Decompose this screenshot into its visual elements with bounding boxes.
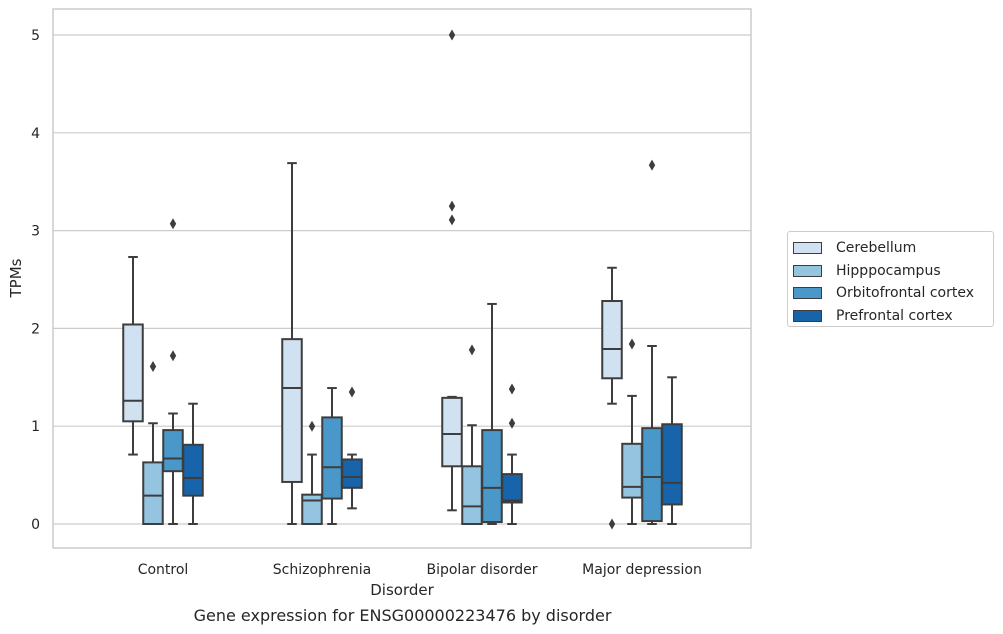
outlier-point xyxy=(468,344,476,356)
box-cerebellum-2 xyxy=(441,29,463,512)
iqr-box xyxy=(321,416,343,500)
outlier-point xyxy=(628,338,636,350)
iqr-box xyxy=(301,493,323,526)
outlier-point xyxy=(508,417,516,429)
outlier-point xyxy=(448,214,456,226)
y-tick-label: 5 xyxy=(31,28,40,44)
outlier-point xyxy=(448,29,456,41)
y-tick-label: 4 xyxy=(31,126,40,142)
box-orbitofrontal-cortex-1 xyxy=(321,387,343,525)
x-axis-ticks: Control Schizophrenia Bipolar disorder Majo… xyxy=(138,562,702,578)
iqr-box xyxy=(481,429,503,524)
legend-swatch xyxy=(793,309,822,322)
box-prefrontal-cortex-2 xyxy=(501,383,523,525)
chart-legend: Cerebellum Hipppocampus Orbitofrontal cort… xyxy=(787,231,994,327)
box-prefrontal-cortex-3 xyxy=(661,376,683,525)
box-hipppocampus-2 xyxy=(461,344,483,526)
y-axis-ticks: 0 1 2 3 4 5 xyxy=(31,28,40,533)
iqr-box xyxy=(122,323,144,423)
iqr-box xyxy=(182,443,204,497)
legend-item: Cerebellum xyxy=(788,237,993,260)
outlier-point xyxy=(348,386,356,398)
box-hipppocampus-1 xyxy=(301,420,323,526)
y-tick-label: 0 xyxy=(31,517,40,533)
iqr-box xyxy=(281,338,303,483)
x-axis-label: Disorder xyxy=(370,581,434,599)
box-prefrontal-cortex-1 xyxy=(341,386,363,510)
box-orbitofrontal-cortex-0 xyxy=(162,218,184,525)
legend-label: Prefrontal cortex xyxy=(836,307,953,324)
y-axis-label: TPMs xyxy=(7,258,25,298)
box-cerebellum-3 xyxy=(601,266,623,530)
box-prefrontal-cortex-0 xyxy=(182,402,204,525)
x-tick-label: Schizophrenia xyxy=(273,562,371,578)
iqr-box xyxy=(621,442,643,499)
legend-swatch xyxy=(793,287,822,300)
outlier-point xyxy=(149,361,157,373)
box-hipppocampus-3 xyxy=(621,338,643,525)
iqr-box xyxy=(461,465,483,526)
chart-caption: Gene expression for ENSG00000223476 by d… xyxy=(193,606,612,625)
legend-item: Prefrontal cortex xyxy=(788,305,993,328)
iqr-box xyxy=(661,423,683,506)
y-tick-label: 3 xyxy=(31,224,40,240)
box-orbitofrontal-cortex-2 xyxy=(481,302,503,525)
outlier-point xyxy=(169,350,177,362)
iqr-box xyxy=(142,461,164,525)
x-tick-label: Major depression xyxy=(582,562,702,578)
legend-label: Orbitofrontal cortex xyxy=(836,285,974,302)
x-tick-label: Bipolar disorder xyxy=(426,562,537,578)
outlier-point xyxy=(308,420,316,432)
legend-label: Hipppocampus xyxy=(836,262,941,279)
legend-item: Hipppocampus xyxy=(788,260,993,283)
legend-label: Cerebellum xyxy=(836,240,917,257)
y-tick-label: 1 xyxy=(31,419,40,435)
legend-swatch xyxy=(793,242,822,255)
iqr-box xyxy=(341,458,363,489)
iqr-box xyxy=(162,429,184,473)
box-plot-boxes xyxy=(122,29,683,530)
box-orbitofrontal-cortex-3 xyxy=(641,159,663,525)
outlier-point xyxy=(169,218,177,230)
outlier-point xyxy=(448,200,456,212)
box-cerebellum-0 xyxy=(122,256,144,456)
box-cerebellum-1 xyxy=(281,162,303,525)
iqr-box xyxy=(601,300,623,380)
box-hipppocampus-0 xyxy=(142,361,164,525)
x-tick-label: Control xyxy=(138,562,189,578)
legend-item: Orbitofrontal cortex xyxy=(788,282,993,305)
outlier-point xyxy=(508,383,516,395)
outlier-point xyxy=(608,518,616,530)
outlier-point xyxy=(648,159,656,171)
iqr-box xyxy=(641,427,663,523)
iqr-box xyxy=(441,396,463,468)
legend-swatch xyxy=(793,264,822,277)
iqr-box xyxy=(501,473,523,504)
y-tick-label: 2 xyxy=(31,321,40,337)
plot-area-frame xyxy=(52,8,752,549)
